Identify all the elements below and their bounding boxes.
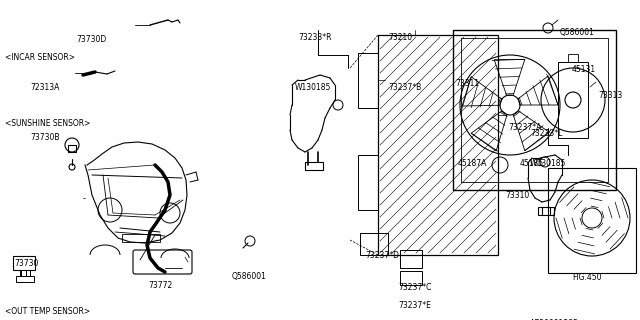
Bar bbox=[13, 256, 35, 270]
Text: 73237*A: 73237*A bbox=[508, 123, 541, 132]
Text: <SUNSHINE SENSOR>: <SUNSHINE SENSOR> bbox=[5, 118, 90, 127]
Text: Q586001: Q586001 bbox=[560, 28, 595, 37]
Bar bbox=[453, 30, 616, 190]
Text: 45131: 45131 bbox=[572, 66, 596, 75]
Bar bbox=[400, 271, 422, 285]
Bar bbox=[538, 207, 554, 215]
Text: Q586001: Q586001 bbox=[232, 271, 267, 281]
Text: 73310: 73310 bbox=[505, 190, 529, 199]
Bar bbox=[400, 250, 422, 268]
Text: 73237*D: 73237*D bbox=[365, 251, 399, 260]
Text: 73730: 73730 bbox=[14, 259, 38, 268]
Text: 73237*B: 73237*B bbox=[388, 84, 421, 92]
Bar bbox=[558, 62, 588, 138]
Bar bbox=[358, 155, 378, 210]
Bar bbox=[378, 35, 498, 255]
Bar bbox=[360, 233, 388, 255]
Text: 73237*E: 73237*E bbox=[398, 300, 431, 309]
Bar bbox=[358, 53, 378, 108]
Text: 45187A: 45187A bbox=[458, 158, 488, 167]
Text: 73233*R: 73233*R bbox=[298, 33, 332, 42]
Bar bbox=[548, 168, 636, 273]
Bar bbox=[305, 162, 323, 170]
Bar bbox=[68, 145, 76, 152]
Bar bbox=[16, 276, 34, 282]
Bar bbox=[461, 38, 608, 182]
Text: 73730D: 73730D bbox=[76, 36, 106, 44]
Text: FIG.450: FIG.450 bbox=[572, 273, 602, 282]
Bar bbox=[122, 234, 160, 242]
Bar bbox=[568, 54, 578, 62]
Text: 73210: 73210 bbox=[388, 33, 412, 42]
Text: A730001385: A730001385 bbox=[530, 318, 579, 320]
Text: 73311: 73311 bbox=[455, 78, 479, 87]
Text: 73313: 73313 bbox=[598, 91, 622, 100]
Text: <OUT TEMP SENSOR>: <OUT TEMP SENSOR> bbox=[5, 307, 90, 316]
Text: <INCAR SENSOR>: <INCAR SENSOR> bbox=[5, 52, 75, 61]
Text: W130185: W130185 bbox=[295, 83, 332, 92]
Text: 73772: 73772 bbox=[148, 282, 172, 291]
Text: 73237*C: 73237*C bbox=[398, 283, 431, 292]
Text: 72313A: 72313A bbox=[30, 84, 60, 92]
Text: 73730B: 73730B bbox=[30, 133, 60, 142]
Bar bbox=[20, 270, 30, 276]
Text: 73233*L: 73233*L bbox=[530, 129, 563, 138]
Text: 45185: 45185 bbox=[520, 158, 544, 167]
Text: W130185: W130185 bbox=[530, 158, 566, 167]
